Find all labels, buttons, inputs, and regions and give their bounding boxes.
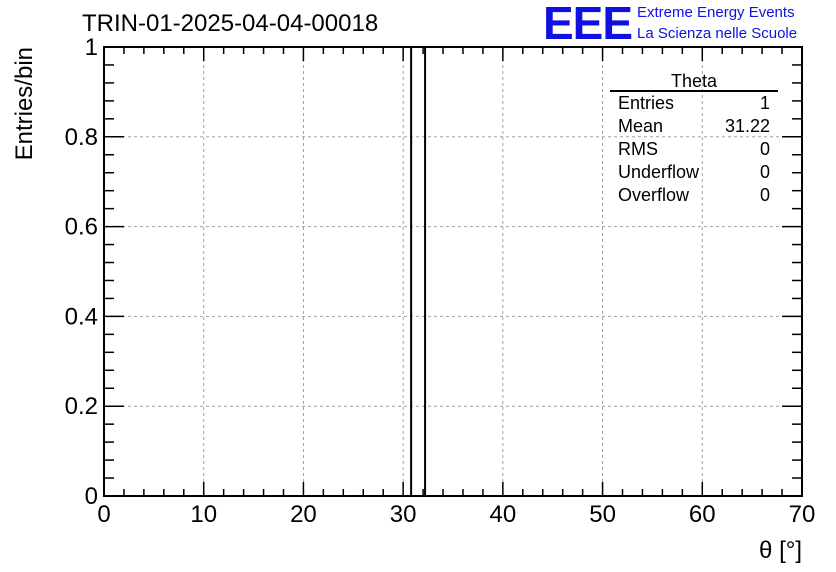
stats-row-overflow: Overflow 0 bbox=[610, 184, 778, 207]
stats-label: Underflow bbox=[618, 162, 700, 182]
x-axis-label: θ [°] bbox=[759, 537, 802, 564]
logo-subtitle-line-1: Extreme Energy Events bbox=[637, 4, 795, 21]
stats-value: 31.22 bbox=[724, 116, 770, 136]
plot-frame bbox=[103, 46, 803, 497]
stats-box: Theta Entries 1 Mean 31.22 RMS 0 Underfl… bbox=[610, 72, 778, 207]
x-tick-label: 20 bbox=[290, 501, 317, 528]
y-tick-label: 0 bbox=[85, 483, 98, 510]
eee-logo: EEE bbox=[543, 0, 633, 49]
x-tick-label: 40 bbox=[490, 501, 517, 528]
stats-label: RMS bbox=[618, 139, 658, 159]
stats-label: Mean bbox=[618, 116, 664, 136]
stats-label: Overflow bbox=[618, 185, 690, 205]
x-tick-label: 0 bbox=[97, 501, 110, 528]
y-tick-label: 0.8 bbox=[65, 124, 98, 151]
stats-value: 0 bbox=[759, 162, 770, 182]
stats-row-underflow: Underflow 0 bbox=[610, 161, 778, 184]
y-tick-label: 0.6 bbox=[65, 214, 98, 241]
run-title: TRIN-01-2025-04-04-00018 bbox=[82, 10, 379, 37]
stats-row-entries: Entries 1 bbox=[610, 92, 778, 115]
stats-label: Entries bbox=[618, 93, 675, 113]
stats-value: 0 bbox=[759, 185, 770, 205]
y-axis-label: Entries/bin bbox=[11, 47, 38, 160]
y-tick-label: 0.2 bbox=[65, 393, 98, 420]
logo-subtitle-line-2: La Scienza nelle Scuole bbox=[637, 25, 798, 42]
y-tick-label: 1 bbox=[85, 34, 98, 61]
stats-value: 1 bbox=[759, 93, 770, 113]
stats-row-mean: Mean 31.22 bbox=[610, 115, 778, 138]
x-tick-label: 10 bbox=[190, 501, 217, 528]
x-tick-label: 30 bbox=[390, 501, 417, 528]
stats-value: 0 bbox=[759, 139, 770, 159]
x-tick-label: 70 bbox=[789, 501, 816, 528]
stats-row-rms: RMS 0 bbox=[610, 138, 778, 161]
histogram-bar bbox=[410, 46, 427, 497]
x-tick-label: 60 bbox=[689, 501, 716, 528]
x-tick-label: 50 bbox=[589, 501, 616, 528]
stats-title: Theta bbox=[610, 72, 778, 92]
y-tick-label: 0.4 bbox=[65, 303, 98, 330]
